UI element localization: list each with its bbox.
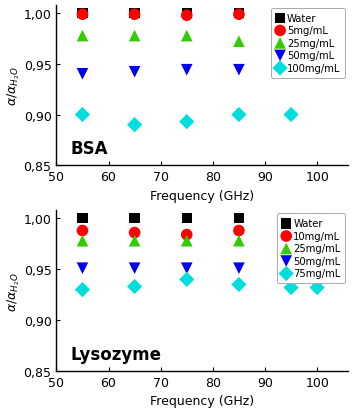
25mg/mL	[184, 33, 190, 40]
Water	[80, 216, 85, 222]
Water	[80, 10, 85, 17]
5mg/mL	[184, 13, 190, 19]
75mg/mL	[314, 285, 320, 291]
50mg/mL	[314, 260, 320, 267]
25mg/mL	[80, 33, 85, 40]
25mg/mL	[236, 39, 242, 45]
50mg/mL	[80, 71, 85, 78]
Legend: Water, 5mg/mL, 25mg/mL, 50mg/mL, 100mg/mL: Water, 5mg/mL, 25mg/mL, 50mg/mL, 100mg/m…	[271, 9, 346, 78]
10mg/mL	[132, 230, 137, 236]
Water	[184, 216, 190, 222]
Legend: Water, 10mg/mL, 25mg/mL, 50mg/mL, 75mg/mL: Water, 10mg/mL, 25mg/mL, 50mg/mL, 75mg/m…	[277, 214, 346, 283]
X-axis label: Frequency (GHz): Frequency (GHz)	[150, 394, 255, 408]
5mg/mL	[80, 12, 85, 19]
25mg/mL	[288, 33, 294, 40]
50mg/mL	[132, 265, 137, 272]
50mg/mL	[184, 67, 190, 74]
25mg/mL	[288, 236, 294, 242]
10mg/mL	[314, 228, 320, 234]
25mg/mL	[132, 238, 137, 244]
100mg/mL	[184, 119, 190, 126]
100mg/mL	[80, 112, 85, 119]
10mg/mL	[236, 228, 242, 234]
5mg/mL	[132, 12, 137, 19]
Water	[236, 10, 242, 17]
75mg/mL	[288, 285, 294, 291]
75mg/mL	[236, 282, 242, 288]
Water	[314, 10, 320, 17]
75mg/mL	[132, 284, 137, 290]
25mg/mL	[236, 238, 242, 244]
50mg/mL	[314, 67, 320, 74]
25mg/mL	[80, 238, 85, 244]
Text: Lysozyme: Lysozyme	[71, 345, 162, 363]
50mg/mL	[80, 265, 85, 272]
10mg/mL	[288, 228, 294, 234]
50mg/mL	[132, 69, 137, 76]
Water	[132, 216, 137, 222]
75mg/mL	[184, 276, 190, 283]
Y-axis label: $\alpha/\alpha_{H_2O}$: $\alpha/\alpha_{H_2O}$	[6, 66, 22, 106]
100mg/mL	[132, 122, 137, 129]
25mg/mL	[314, 33, 320, 40]
50mg/mL	[184, 265, 190, 272]
25mg/mL	[314, 236, 320, 242]
50mg/mL	[236, 265, 242, 272]
Y-axis label: $\alpha/\alpha_{H_2O}$: $\alpha/\alpha_{H_2O}$	[6, 271, 22, 311]
100mg/mL	[236, 112, 242, 119]
100mg/mL	[288, 112, 294, 119]
50mg/mL	[288, 265, 294, 272]
Water	[132, 10, 137, 17]
Water	[314, 216, 320, 222]
25mg/mL	[132, 33, 137, 40]
10mg/mL	[184, 232, 190, 238]
Water	[288, 216, 294, 222]
50mg/mL	[288, 67, 294, 74]
10mg/mL	[80, 228, 85, 234]
75mg/mL	[80, 287, 85, 293]
5mg/mL	[314, 12, 320, 19]
50mg/mL	[236, 67, 242, 74]
25mg/mL	[184, 238, 190, 244]
Water	[236, 216, 242, 222]
5mg/mL	[288, 12, 294, 19]
Water	[184, 10, 190, 17]
Text: BSA: BSA	[71, 140, 108, 158]
5mg/mL	[236, 12, 242, 19]
X-axis label: Frequency (GHz): Frequency (GHz)	[150, 190, 255, 202]
Water	[288, 10, 294, 17]
